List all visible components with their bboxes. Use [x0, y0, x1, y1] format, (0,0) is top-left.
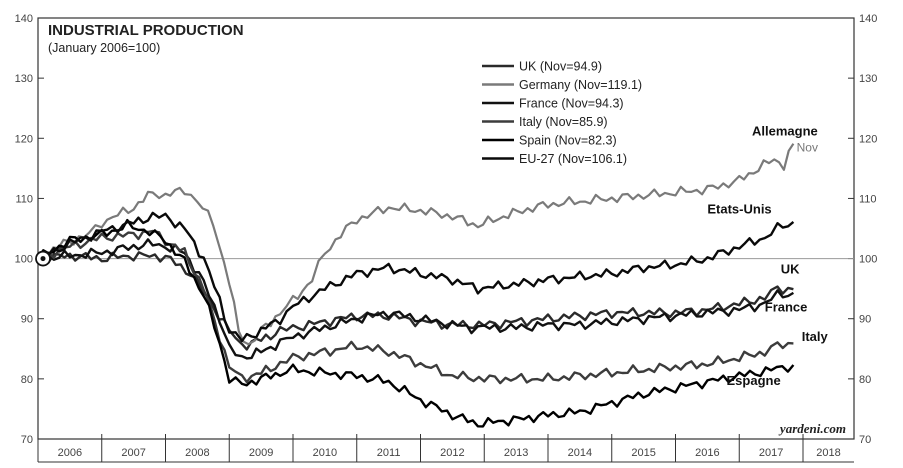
x-tick-label: 2008: [185, 447, 209, 459]
base-marker: [35, 250, 51, 267]
y-tick-label-right: 120: [859, 133, 877, 145]
annotation-label: Allemagne: [752, 123, 818, 138]
y-tick-label-left: 100: [15, 254, 33, 266]
y-tick-label-left: 140: [15, 13, 33, 25]
series-line-spain: [36, 218, 795, 428]
x-tick-label: 2012: [440, 447, 464, 459]
x-tick-label: 2018: [816, 447, 840, 459]
legend-entry: France (Nov=94.3): [519, 97, 624, 111]
x-tick-label: 2016: [695, 447, 719, 459]
legend-entry: Germany (Nov=119.1): [519, 78, 642, 92]
legend-entry: Spain (Nov=82.3): [519, 134, 617, 148]
annotation-label: Espagne: [727, 373, 781, 388]
x-tick-label: 2014: [568, 447, 592, 459]
y-tick-label-right: 140: [859, 13, 877, 25]
x-tick-label: 2006: [58, 447, 82, 459]
annotation-label: UK: [781, 262, 800, 277]
annotations: Allemagne Nov Etats-Unis UK France Italy Espag…: [707, 123, 828, 388]
x-tick-label: 2013: [504, 447, 528, 459]
x-tick-label: 2017: [759, 447, 783, 459]
y-tick-label-left: 70: [21, 434, 33, 446]
annotation-label: Italy: [802, 329, 829, 344]
y-axis-right: 70 80 90 100 110 120 130 140: [848, 13, 877, 446]
base-marker-dot: [40, 256, 46, 262]
x-tick-label: 2010: [313, 447, 337, 459]
plot-frame: [37, 17, 855, 440]
y-tick-label-right: 80: [859, 374, 871, 386]
y-tick-label-left: 130: [15, 73, 33, 85]
x-tick-label: 2015: [631, 447, 655, 459]
legend-entry: EU-27 (Nov=106.1): [519, 152, 627, 166]
x-axis: 2006 2007 2008 2009 2010 2011 2012 2013 2014 2015…: [37, 434, 854, 463]
annotation-label: Nov: [797, 141, 818, 155]
y-tick-label-left: 120: [15, 133, 33, 145]
legend: UK (Nov=94.9) Germany (Nov=119.1) France (…: [482, 60, 642, 166]
y-tick-label-right: 70: [859, 434, 871, 446]
chart-subtitle: (January 2006=100): [48, 41, 160, 55]
y-tick-label-right: 100: [859, 254, 877, 266]
series-line-eu27: [37, 211, 795, 343]
series-line-germany: [37, 143, 795, 346]
legend-entry: Italy (Nov=85.9): [519, 115, 608, 129]
y-tick-label-left: 110: [15, 193, 33, 205]
legend-entry: UK (Nov=94.9): [519, 60, 602, 74]
y-tick-label-right: 90: [859, 314, 871, 326]
series-layer: [36, 143, 795, 428]
x-tick-label: 2011: [377, 447, 401, 459]
x-tick-label: 2009: [249, 447, 273, 459]
x-tick-label: 2007: [121, 447, 145, 459]
y-tick-label-right: 110: [859, 193, 877, 205]
series-line-france: [37, 238, 795, 360]
source-credit: yardeni.com: [778, 421, 846, 436]
y-tick-label-right: 130: [859, 73, 877, 85]
annotation-label: France: [765, 299, 808, 314]
y-tick-label-left: 90: [21, 314, 33, 326]
annotation-label: Etats-Unis: [707, 201, 771, 216]
y-tick-label-left: 80: [21, 374, 33, 386]
chart-title: INDUSTRIAL PRODUCTION: [48, 22, 244, 39]
